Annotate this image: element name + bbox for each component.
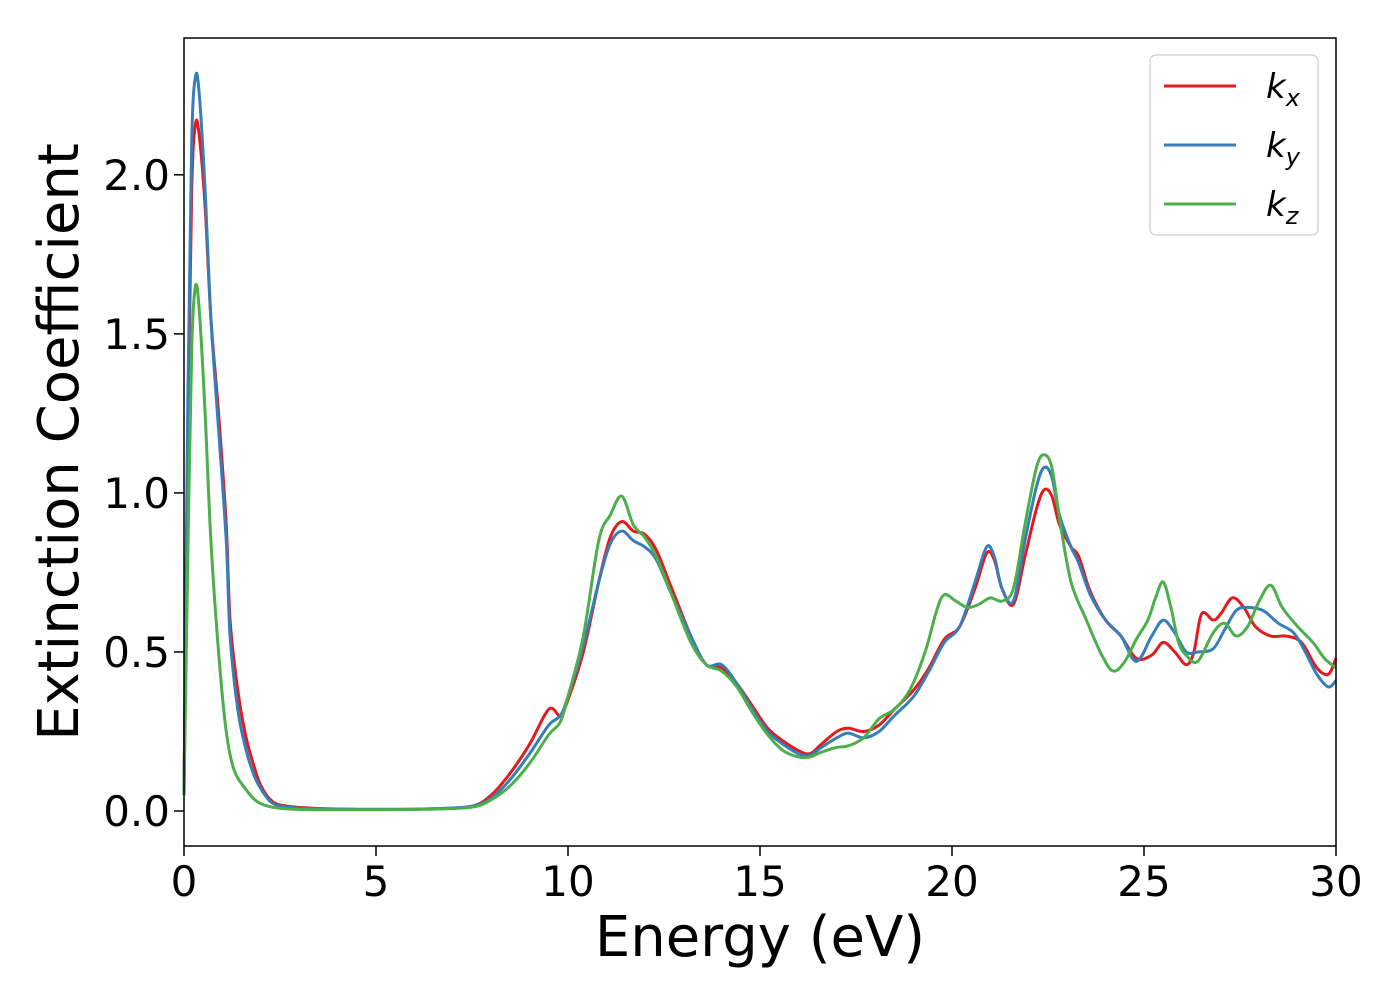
y-axis-ticks: 0.0 0.5 1.0 1.5 2.0 (103, 151, 184, 836)
x-tick-label: 30 (1309, 857, 1362, 906)
y-tick-label: 0.0 (103, 787, 170, 836)
x-tick-label: 20 (925, 857, 978, 906)
x-tick-label: 25 (1117, 857, 1170, 906)
x-tick-label: 5 (363, 857, 390, 906)
legend-label-kx: kx (1266, 67, 1301, 112)
series-layer (182, 71, 1338, 812)
x-axis-label: Energy (eV) (595, 905, 925, 970)
series-line-ky (182, 71, 1338, 811)
x-tick-label: 15 (733, 857, 786, 906)
series-line-kz (182, 282, 1337, 812)
y-axis-label: Extinction Coefficient (27, 143, 92, 741)
y-tick-label: 0.5 (103, 628, 170, 677)
y-tick-label: 2.0 (103, 151, 170, 200)
legend-label-ky: ky (1266, 126, 1301, 171)
y-tick-label: 1.0 (103, 469, 170, 518)
x-tick-label: 10 (541, 857, 594, 906)
x-axis-ticks: 0 5 10 15 20 25 30 (171, 846, 1363, 906)
series-line-kx (182, 118, 1338, 811)
x-tick-label: 0 (171, 857, 198, 906)
y-tick-label: 1.5 (103, 310, 170, 359)
